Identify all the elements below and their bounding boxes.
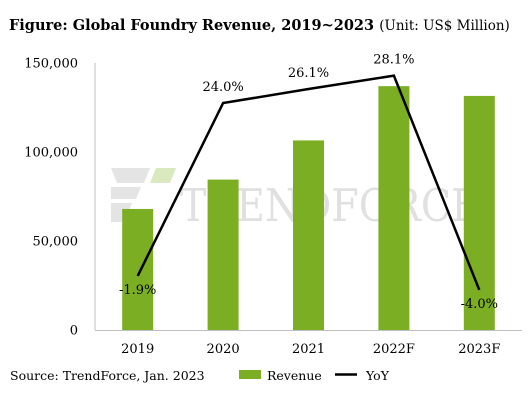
chart-title-unit: (Unit: US$ Million) bbox=[379, 18, 510, 34]
x-tick-label: 2022F bbox=[373, 342, 415, 357]
yoy-data-label: -4.0% bbox=[461, 297, 498, 312]
legend-revenue-label: Revenue bbox=[267, 368, 322, 383]
legend-revenue-swatch bbox=[239, 370, 261, 379]
chart-legend: Revenue YoY bbox=[239, 368, 390, 383]
yoy-data-label: 26.1% bbox=[288, 66, 329, 81]
x-tick-label: 2020 bbox=[207, 342, 240, 357]
y-tick-label: 50,000 bbox=[33, 235, 79, 250]
y-tick-label: 0 bbox=[70, 324, 78, 339]
y-tick-label: 150,000 bbox=[24, 57, 78, 72]
revenue-bar-2022f bbox=[378, 86, 409, 330]
y-tick-label: 100,000 bbox=[24, 146, 78, 161]
chart-title-main: Figure: Global Foundry Revenue, 2019~202… bbox=[9, 17, 374, 34]
source-note: Source: TrendForce, Jan. 2023 bbox=[10, 368, 205, 383]
revenue-bar-2020 bbox=[208, 180, 239, 330]
x-axis-ticks: 2019 2020 2021 2022F 2023F bbox=[121, 342, 500, 357]
y-axis-ticks: 150,000 100,000 50,000 0 bbox=[24, 57, 78, 339]
x-tick-label: 2021 bbox=[292, 342, 325, 357]
revenue-bar-2021 bbox=[293, 140, 324, 330]
x-tick-label: 2019 bbox=[121, 342, 154, 357]
yoy-data-label: 28.1% bbox=[373, 53, 414, 68]
legend-yoy-label: YoY bbox=[365, 368, 390, 383]
yoy-data-label: 24.0% bbox=[202, 80, 243, 95]
chart-title: Figure: Global Foundry Revenue, 2019~202… bbox=[9, 15, 510, 34]
revenue-bar-2019 bbox=[122, 209, 153, 330]
yoy-data-label: -1.9% bbox=[119, 283, 156, 298]
x-tick-label: 2023F bbox=[458, 342, 500, 357]
revenue-bar-2023f bbox=[464, 96, 495, 330]
